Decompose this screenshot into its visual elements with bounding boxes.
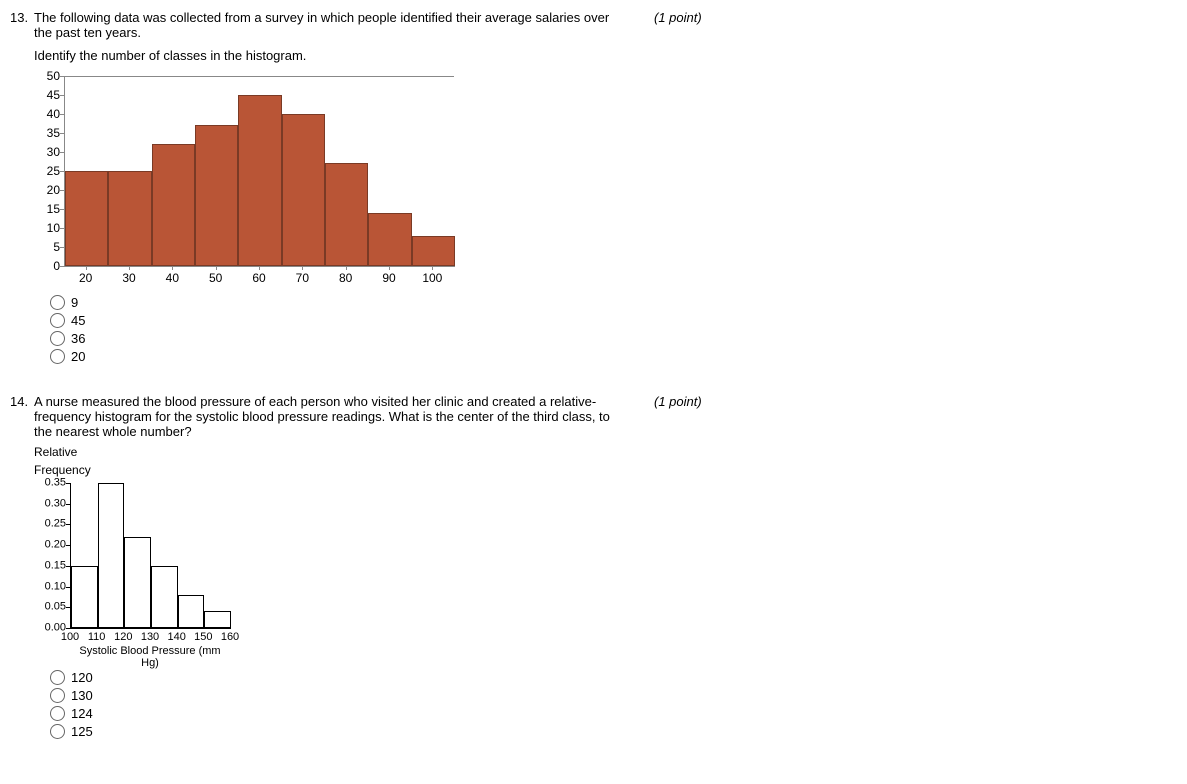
hist2-ylabel: 0.05	[34, 602, 66, 613]
radio-icon[interactable]	[50, 349, 65, 364]
hist1-ylabel: 25	[34, 165, 60, 177]
hist1-ylabel: 10	[34, 222, 60, 234]
hist2-bar	[98, 483, 125, 628]
q13-number: 13.	[10, 10, 34, 25]
hist2-xlabel: 130	[141, 631, 159, 643]
hist2-xlabel: 110	[88, 631, 106, 643]
hist1-ylabel: 40	[34, 108, 60, 120]
option-label: 20	[71, 349, 85, 364]
hist1-ylabel: 30	[34, 146, 60, 158]
hist1-ylabel: 5	[34, 241, 60, 253]
radio-icon[interactable]	[50, 295, 65, 310]
hist1-xlabel: 20	[79, 271, 92, 285]
hist1-bar	[282, 114, 325, 266]
hist2-xtitle: Systolic Blood Pressure (mm Hg)	[70, 645, 230, 669]
option-label: 120	[71, 670, 93, 685]
hist1-bar	[108, 171, 151, 266]
q13-header: 13. The following data was collected fro…	[10, 10, 1177, 40]
radio-icon[interactable]	[50, 331, 65, 346]
hist2-ylabel: 0.35	[34, 478, 66, 489]
hist1-bar	[65, 171, 108, 266]
radio-icon[interactable]	[50, 724, 65, 739]
q14-ytitle1: Relative	[34, 445, 1177, 459]
q14-chart: Relative Frequency 0.000.050.100.150.200…	[34, 445, 1177, 656]
hist1-bar	[152, 144, 195, 266]
hist1-bar	[412, 236, 455, 266]
hist1-bar	[368, 213, 411, 266]
q13-option[interactable]: 36	[50, 331, 1177, 346]
hist2-xlabel: 120	[114, 631, 132, 643]
hist2-xlabel: 140	[167, 631, 185, 643]
q14-option[interactable]: 130	[50, 688, 1177, 703]
q14-options: 120 130 124 125	[50, 670, 1177, 739]
hist2-ylabel: 0.15	[34, 560, 66, 571]
q14-option[interactable]: 120	[50, 670, 1177, 685]
hist2-bar	[124, 537, 151, 628]
hist2-ylabel: 0.25	[34, 519, 66, 530]
hist1-xlabel: 40	[166, 271, 179, 285]
hist2-ylabel: 0.10	[34, 581, 66, 592]
hist1-xlabel: 60	[252, 271, 265, 285]
hist1-xlabel: 50	[209, 271, 222, 285]
q14-option[interactable]: 124	[50, 706, 1177, 721]
q13-instruction: Identify the number of classes in the hi…	[34, 48, 1177, 63]
q14-ytitle2: Frequency	[34, 463, 1177, 477]
hist1-ylabel: 45	[34, 89, 60, 101]
q14-number: 14.	[10, 394, 34, 409]
option-label: 125	[71, 724, 93, 739]
option-label: 36	[71, 331, 85, 346]
hist1-xlabel: 30	[122, 271, 135, 285]
hist1-bar	[195, 125, 238, 266]
option-label: 124	[71, 706, 93, 721]
hist2-xlabel: 150	[194, 631, 212, 643]
hist1-xlabel: 100	[422, 271, 442, 285]
option-label: 45	[71, 313, 85, 328]
hist1-xlabel: 90	[382, 271, 395, 285]
q13-options: 9 45 36 20	[50, 295, 1177, 364]
hist1-ylabel: 15	[34, 203, 60, 215]
question-14: 14. A nurse measured the blood pressure …	[10, 394, 1177, 739]
radio-icon[interactable]	[50, 688, 65, 703]
radio-icon[interactable]	[50, 313, 65, 328]
hist1-bar	[325, 163, 368, 266]
hist1-ylabel: 35	[34, 127, 60, 139]
hist2-xlabel: 100	[61, 631, 79, 643]
hist1-xlabel: 80	[339, 271, 352, 285]
hist1-ylabel: 50	[34, 70, 60, 82]
hist2-bar	[151, 566, 178, 628]
hist2-xlabel: 160	[221, 631, 239, 643]
q14-text: A nurse measured the blood pressure of e…	[34, 394, 614, 439]
hist2-bar	[71, 566, 98, 628]
q13-option[interactable]: 45	[50, 313, 1177, 328]
hist2-bar	[204, 611, 231, 628]
hist2-bar	[178, 595, 205, 628]
q13-option[interactable]: 9	[50, 295, 1177, 310]
radio-icon[interactable]	[50, 706, 65, 721]
option-label: 9	[71, 295, 78, 310]
q13-option[interactable]: 20	[50, 349, 1177, 364]
q13-text: The following data was collected from a …	[34, 10, 614, 40]
q14-points: (1 point)	[654, 394, 702, 409]
q14-header: 14. A nurse measured the blood pressure …	[10, 394, 1177, 439]
hist2-ylabel: 0.20	[34, 540, 66, 551]
hist1-bar	[238, 95, 281, 266]
hist1-xlabel: 70	[296, 271, 309, 285]
hist2-ylabel: 0.30	[34, 498, 66, 509]
question-13: 13. The following data was collected fro…	[10, 10, 1177, 364]
option-label: 130	[71, 688, 93, 703]
radio-icon[interactable]	[50, 670, 65, 685]
q14-option[interactable]: 125	[50, 724, 1177, 739]
q13-points: (1 point)	[654, 10, 702, 25]
q13-chart: 051015202530354045502030405060708090100	[34, 71, 1177, 281]
hist1-ylabel: 0	[34, 260, 60, 272]
hist1-ylabel: 20	[34, 184, 60, 196]
